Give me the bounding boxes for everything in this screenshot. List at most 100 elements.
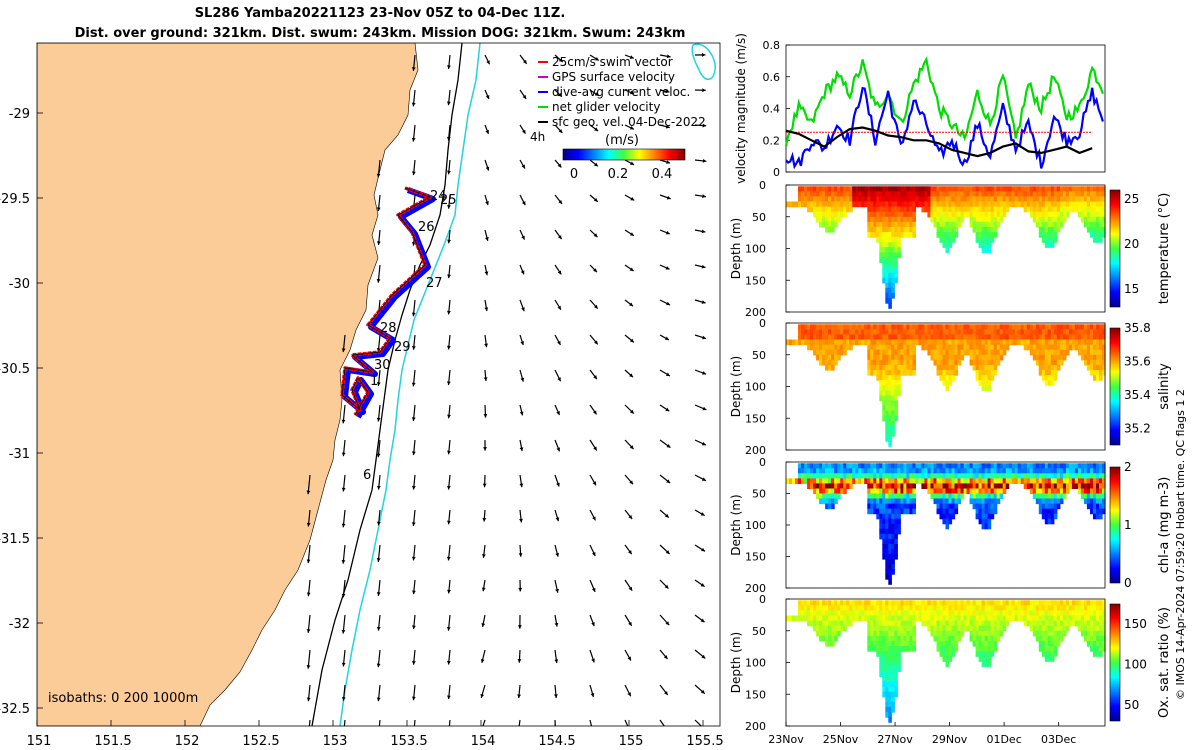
section-cell: [975, 344, 980, 351]
section-cell: [1083, 635, 1088, 642]
section-cell: [1002, 463, 1007, 469]
section-cell: [984, 498, 989, 505]
section-cell: [1044, 625, 1049, 632]
section-cell: [1029, 610, 1034, 617]
section-cell: [1102, 615, 1106, 622]
section-cell: [948, 600, 953, 606]
velocity-arrowhead: [594, 56, 599, 61]
section-cell: [906, 211, 910, 218]
section-cell: [867, 349, 871, 356]
section-cell: [954, 370, 959, 376]
section-cell: [1090, 600, 1094, 606]
section-cell: [1062, 463, 1067, 469]
section-cell: [864, 334, 868, 341]
section-cell: [1035, 354, 1040, 361]
section-cell: [936, 488, 941, 495]
section-cell: [984, 646, 989, 652]
section-cell: [1096, 232, 1100, 238]
isobath-label: isobaths: 0 200 1000m: [48, 691, 198, 706]
section-cell: [1044, 354, 1049, 361]
section-cell: [945, 247, 950, 253]
section-cell: [951, 370, 956, 376]
section-cell: [933, 196, 938, 203]
section-cell: [1038, 468, 1043, 474]
section-cell: [867, 364, 871, 371]
section-cell: [882, 247, 886, 253]
section-cell: [894, 390, 898, 396]
section-cell: [912, 483, 916, 489]
section-cell: [1020, 324, 1025, 330]
section-cell: [957, 186, 962, 192]
velocity-arrow: [343, 719, 346, 726]
section-cell: [942, 463, 947, 469]
section-cell: [933, 206, 938, 213]
section-cell: [1080, 615, 1085, 622]
section-cell: [888, 441, 892, 447]
section-cell: [813, 600, 817, 606]
section-cell: [891, 676, 895, 683]
section-cell: [954, 630, 959, 637]
section-cell: [936, 625, 941, 632]
section-cell: [882, 646, 886, 652]
section-cell: [1093, 237, 1097, 243]
section-cell: [945, 237, 950, 243]
section-cell: [936, 600, 941, 606]
section-cell: [903, 483, 907, 489]
section-cell: [807, 206, 811, 213]
section-cell: [1090, 625, 1094, 632]
section-cell: [891, 242, 895, 248]
section-cell: [1005, 605, 1010, 612]
section-cell: [798, 605, 802, 612]
section-cell: [1083, 339, 1088, 346]
section-cell: [873, 334, 877, 341]
section-cell: [885, 282, 889, 289]
section-cell: [1056, 349, 1061, 356]
section-cell: [948, 508, 953, 515]
section-cell: [942, 605, 947, 612]
section-cell: [1062, 610, 1067, 617]
section-cell: [1011, 201, 1016, 208]
section-cell: [921, 339, 925, 346]
section-cell: [960, 354, 965, 361]
section-cell: [915, 339, 919, 346]
section-cell: [984, 635, 989, 642]
section-cell: [930, 206, 935, 213]
section-cell: [1102, 488, 1106, 495]
section-cell: [1035, 463, 1040, 469]
section-cell: [885, 216, 889, 223]
section-cell: [894, 375, 898, 381]
section-cell: [870, 359, 874, 366]
section-cell: [810, 615, 814, 622]
section-cell: [1102, 635, 1106, 642]
section-cell: [804, 329, 808, 336]
section-cell: [885, 605, 889, 612]
section-cell: [1071, 463, 1076, 469]
section-cell: [1047, 196, 1052, 203]
section-cell: [960, 473, 965, 479]
section-cell: [897, 364, 901, 371]
section-cell: [1074, 620, 1079, 627]
section-cell: [879, 191, 883, 197]
section-cell: [948, 370, 953, 376]
section-cell: [1050, 359, 1055, 366]
section-cell: [1068, 478, 1073, 484]
section-cell: [876, 478, 880, 484]
section-cell: [1059, 334, 1064, 341]
section-cell: [894, 196, 898, 203]
section-cell: [906, 349, 910, 356]
section-cell: [891, 272, 895, 279]
section-cell: [948, 354, 953, 361]
section-cell: [831, 600, 835, 606]
section-cell: [1029, 324, 1034, 330]
section-cell: [1038, 339, 1043, 346]
section-cell: [1044, 329, 1049, 336]
section-cell: [969, 206, 974, 213]
section-cell: [1002, 488, 1007, 495]
section-cell: [1102, 349, 1106, 356]
section-cell: [1074, 483, 1079, 489]
section-cell: [888, 298, 892, 304]
section-cell: [933, 620, 938, 627]
section-cell: [954, 508, 959, 515]
section-cell: [951, 226, 956, 233]
section-cell: [945, 206, 950, 213]
